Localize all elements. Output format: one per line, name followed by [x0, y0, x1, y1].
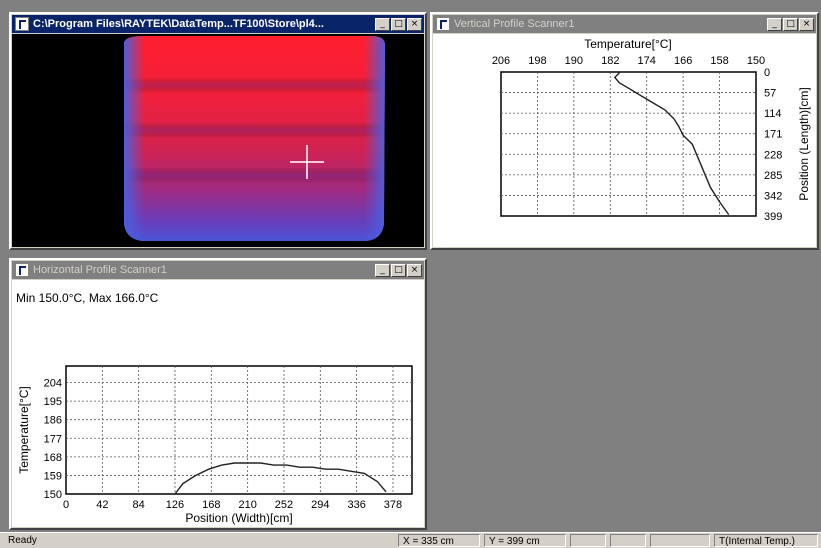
y-axis-label: Temperature[°C]	[17, 386, 31, 474]
status-empty-panel	[650, 534, 710, 547]
x-tick-label: 168	[202, 499, 220, 511]
y-tick-label: 177	[44, 433, 62, 445]
status-bar: Ready X = 335 cm Y = 399 cm T(Internal T…	[0, 532, 821, 548]
y-tick-label: 171	[764, 129, 782, 141]
document-icon	[15, 17, 29, 31]
x-tick-label: 166	[674, 55, 692, 67]
vertical-window-title: Vertical Profile Scanner1	[454, 18, 575, 30]
y-tick-label: 114	[764, 108, 782, 120]
y-tick-label: 0	[764, 67, 770, 79]
minimize-button[interactable]: _	[767, 17, 782, 31]
y-tick-label: 159	[44, 470, 62, 482]
y-tick-label: 186	[44, 415, 62, 427]
vertical-profile-chart: 206 198 190 182 174 166 158 150 0 57 114 171 228 285…	[492, 37, 811, 223]
x-tick-label: 42	[96, 499, 108, 511]
plot-frame	[65, 365, 413, 495]
temperature-profile-line	[174, 462, 387, 495]
x-tick-label: 378	[384, 499, 402, 511]
crosshair-cursor	[290, 145, 324, 179]
x-tick-label: 210	[238, 499, 256, 511]
thermal-window-title: C:\Program Files\RAYTEK\DataTemp...TF100…	[33, 18, 324, 30]
thermal-image-window[interactable]: C:\Program Files\RAYTEK\DataTemp...TF100…	[9, 12, 427, 250]
y-tick-label: 195	[44, 396, 62, 408]
y-tick-label: 204	[44, 378, 62, 390]
close-button[interactable]: ×	[407, 17, 422, 31]
status-ready-text: Ready	[8, 535, 37, 546]
vertical-window-titlebar[interactable]: Vertical Profile Scanner1 _ □ ×	[433, 15, 816, 33]
document-icon	[15, 263, 29, 277]
x-tick-label: 0	[63, 499, 69, 511]
x-tick-label: 126	[166, 499, 184, 511]
maximize-button[interactable]: □	[391, 263, 406, 277]
x-axis-label: Position (Width)[cm]	[185, 511, 292, 525]
minimize-button[interactable]: _	[375, 17, 390, 31]
horizontal-window-title: Horizontal Profile Scanner1	[33, 264, 167, 276]
x-tick-label: 182	[601, 55, 619, 67]
horizontal-profile-chart: Min 150.0°C, Max 166.0°C 0 42 84 126 168 210 2…	[16, 291, 413, 525]
y-tick-label: 150	[44, 489, 62, 501]
plot-frame	[500, 71, 757, 217]
status-x-readout: X = 335 cm	[398, 534, 480, 547]
vertical-profile-view: 206 198 190 182 174 166 158 150 0 57 114 171 228 285…	[433, 34, 816, 247]
y-axis-label: Position (Length)[cm]	[797, 87, 811, 200]
x-tick-label: 294	[311, 499, 329, 511]
x-tick-label: 158	[710, 55, 728, 67]
x-tick-label: 336	[347, 499, 365, 511]
close-button[interactable]: ×	[407, 263, 422, 277]
maximize-button[interactable]: □	[391, 17, 406, 31]
x-tick-label: 198	[528, 55, 546, 67]
status-y-readout: Y = 399 cm	[484, 534, 566, 547]
x-tick-label: 190	[565, 55, 583, 67]
x-tick-label: 252	[275, 499, 293, 511]
vertical-profile-window[interactable]: Vertical Profile Scanner1 _ □ × 206 198 19…	[430, 12, 819, 250]
x-axis-label: Temperature[°C]	[584, 37, 672, 51]
y-tick-label: 57	[764, 88, 776, 100]
thermal-image	[12, 34, 424, 247]
min-max-readout: Min 150.0°C, Max 166.0°C	[16, 291, 159, 305]
thermal-window-titlebar[interactable]: C:\Program Files\RAYTEK\DataTemp...TF100…	[12, 15, 424, 33]
horizontal-profile-window[interactable]: Horizontal Profile Scanner1 _ □ × Min 15…	[9, 258, 427, 530]
document-icon	[436, 17, 450, 31]
maximize-button[interactable]: □	[783, 17, 798, 31]
x-tick-label: 206	[492, 55, 510, 67]
y-tick-label: 168	[44, 452, 62, 464]
horizontal-profile-view: Min 150.0°C, Max 166.0°C 0 42 84 126 168 210 2…	[12, 280, 424, 527]
x-tick-label: 174	[638, 55, 656, 67]
minimize-button[interactable]: _	[375, 263, 390, 277]
y-tick-label: 228	[764, 149, 782, 161]
temperature-profile-line	[613, 72, 730, 216]
x-tick-label: 84	[133, 499, 145, 511]
status-empty-panel	[570, 534, 606, 547]
x-tick-label: 150	[747, 55, 765, 67]
close-button[interactable]: ×	[799, 17, 814, 31]
y-tick-label: 399	[764, 211, 782, 223]
y-tick-label: 285	[764, 170, 782, 182]
y-tick-label: 342	[764, 190, 782, 202]
status-empty-panel	[610, 534, 646, 547]
status-mode: T(Internal Temp.)	[714, 534, 818, 547]
horizontal-window-titlebar[interactable]: Horizontal Profile Scanner1 _ □ ×	[12, 261, 424, 279]
thermal-image-view[interactable]	[12, 34, 424, 247]
